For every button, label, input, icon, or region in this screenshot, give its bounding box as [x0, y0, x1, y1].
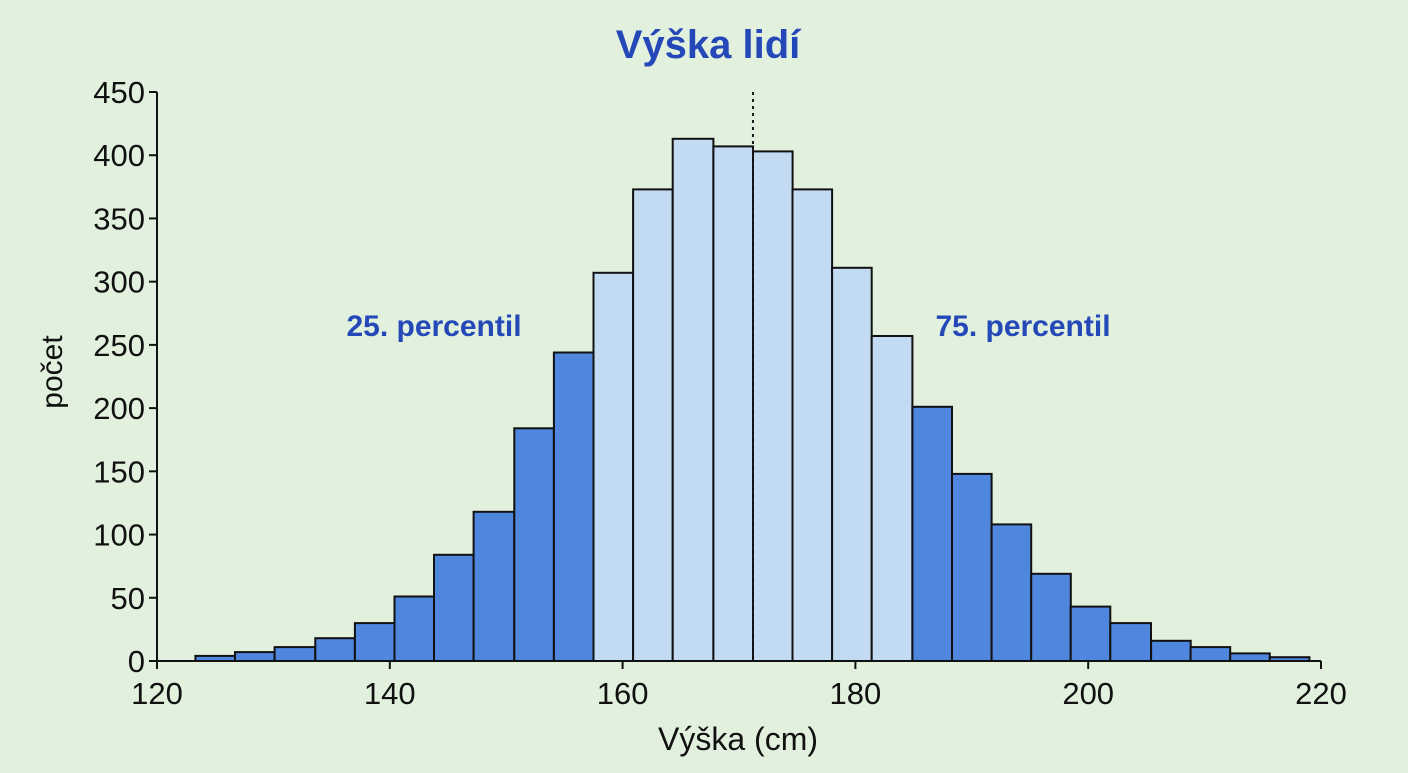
y-tick-label: 400: [93, 138, 145, 173]
x-tick-label: 200: [1062, 676, 1114, 711]
histogram-bar: [314, 637, 356, 663]
y-tick-label: 50: [111, 581, 145, 616]
x-tick-label: 220: [1295, 676, 1347, 711]
annotation-75-percentile: 75. percentil: [935, 310, 1110, 343]
histogram-bar: [353, 622, 396, 662]
histogram-bar: [1030, 572, 1072, 662]
histogram-bar: [632, 188, 674, 662]
y-tick-label: 300: [93, 265, 145, 300]
x-tick-label: 180: [830, 676, 882, 711]
histogram-bar: [870, 335, 914, 662]
x-tick-label: 120: [131, 676, 183, 711]
histogram-bar: [393, 595, 436, 662]
y-tick-label: 350: [93, 201, 145, 236]
y-axis-label: počet: [36, 335, 69, 409]
histogram-bar: [433, 553, 475, 662]
x-tick-label: 140: [364, 676, 416, 711]
x-axis-label: Výška (cm): [658, 721, 818, 757]
histogram-bar: [1189, 646, 1232, 662]
histogram-bar: [752, 150, 794, 662]
x-tick-label: 160: [597, 676, 649, 711]
axes-layer: 0 50 100 150 200 250 300 350 400 450 120 140 160 180 2…: [93, 75, 1347, 711]
histogram-bar: [1069, 605, 1112, 662]
y-tick-label: 200: [93, 391, 145, 426]
histogram-bar: [712, 145, 755, 662]
annotation-25-percentile: 25. percentil: [346, 310, 521, 343]
y-tick-label: 0: [128, 644, 145, 679]
histogram-bar: [513, 427, 555, 662]
histogram-bar: [592, 271, 635, 662]
chart-title: Výška lidí: [616, 23, 802, 67]
y-tick-label: 250: [93, 328, 145, 363]
histogram-bar: [273, 646, 317, 662]
histogram-bar: [1229, 652, 1271, 663]
histogram-bar: [951, 472, 993, 662]
histogram-bar: [791, 188, 834, 662]
histogram-bar: [552, 351, 595, 662]
histogram-bar: [911, 405, 954, 662]
histogram-bar: [671, 137, 715, 663]
y-tick-label: 100: [93, 518, 145, 553]
y-tick-label: 450: [93, 75, 145, 110]
histogram-bar: [990, 523, 1033, 663]
histogram-bar: [234, 651, 276, 662]
histogram-bar: [1109, 622, 1153, 662]
histogram-bar: [831, 266, 873, 662]
y-tick-label: 150: [93, 454, 145, 489]
histogram-bar: [472, 510, 516, 662]
histogram-bar: [1150, 639, 1192, 662]
bars-layer: [194, 137, 1311, 663]
